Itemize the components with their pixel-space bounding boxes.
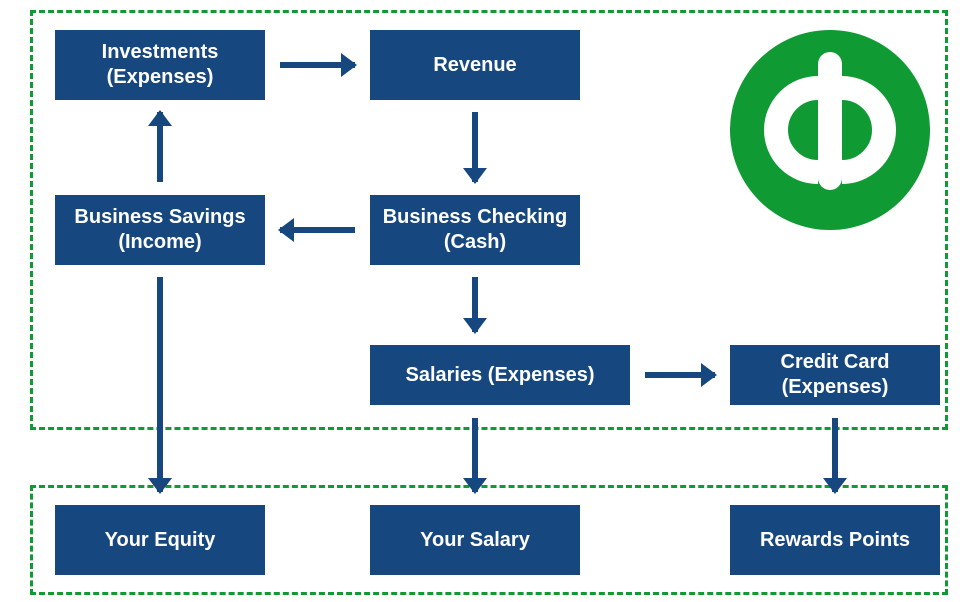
node-business-savings: Business Savings (Income) (55, 195, 265, 265)
node-label: Salaries (Expenses) (406, 363, 595, 388)
node-label: Rewards Points (760, 528, 910, 553)
node-rewards-points: Rewards Points (730, 505, 940, 575)
node-label: Business Checking (Cash) (380, 205, 570, 255)
node-label: Credit Card (Expenses) (740, 350, 930, 400)
qb-icon (730, 30, 930, 230)
node-label: Investments (Expenses) (65, 40, 255, 90)
quickbooks-logo (730, 30, 930, 230)
node-your-salary: Your Salary (370, 505, 580, 575)
node-label: Your Equity (105, 528, 216, 553)
diagram-canvas: Investments (Expenses) Revenue Business … (0, 0, 974, 602)
node-investments: Investments (Expenses) (55, 30, 265, 100)
node-credit-card: Credit Card (Expenses) (730, 345, 940, 405)
node-your-equity: Your Equity (55, 505, 265, 575)
node-label: Business Savings (Income) (65, 205, 255, 255)
node-salaries: Salaries (Expenses) (370, 345, 630, 405)
node-label: Revenue (433, 53, 516, 78)
node-revenue: Revenue (370, 30, 580, 100)
node-business-checking: Business Checking (Cash) (370, 195, 580, 265)
node-label: Your Salary (420, 528, 530, 553)
